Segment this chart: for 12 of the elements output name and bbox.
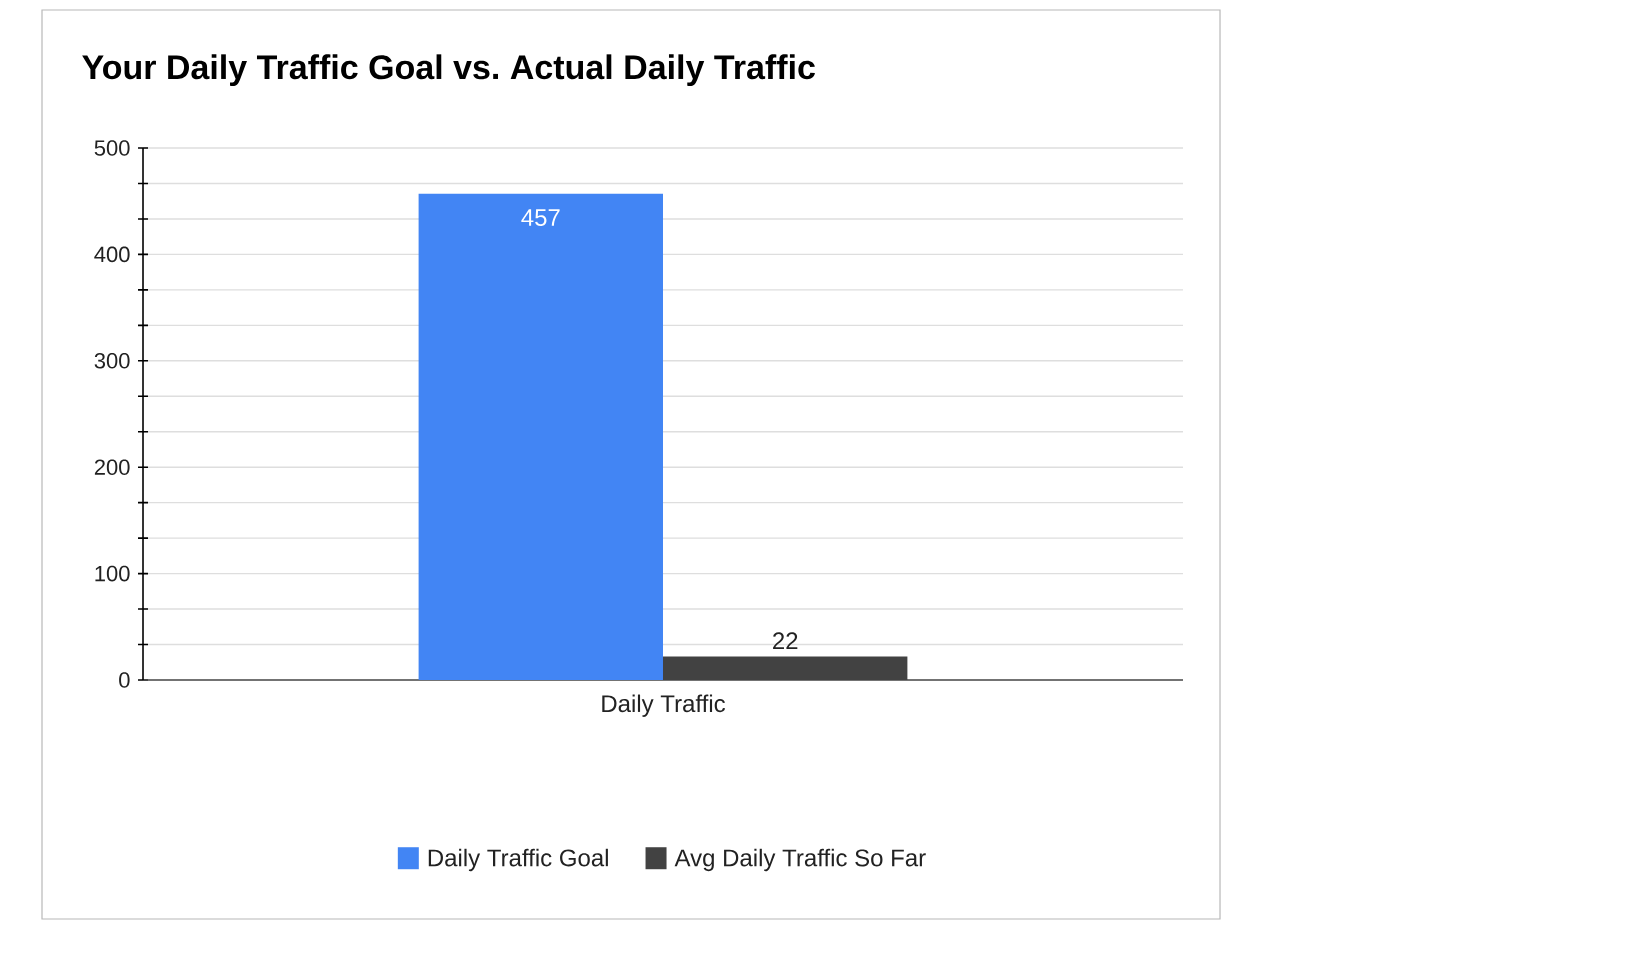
y-tick-label: 300 (94, 353, 130, 369)
y-tick-label: 0 (119, 672, 130, 688)
legend-label: Avg Daily Traffic So Far (674, 848, 926, 872)
x-tick-label: Daily Traffic (602, 694, 726, 717)
y-tick-label: 500 (94, 140, 130, 156)
data-label: 457 (521, 209, 560, 227)
data-label: 22 (773, 632, 798, 650)
y-tick-label: 400 (94, 246, 130, 263)
y-tick-label: 100 (95, 565, 130, 582)
chart-title: Your Daily Traffic Goal vs. Actual Daily Traffic (82, 54, 815, 87)
y-tick-label: 200 (94, 459, 130, 475)
legend-label: Daily Traffic Goal (428, 848, 608, 872)
